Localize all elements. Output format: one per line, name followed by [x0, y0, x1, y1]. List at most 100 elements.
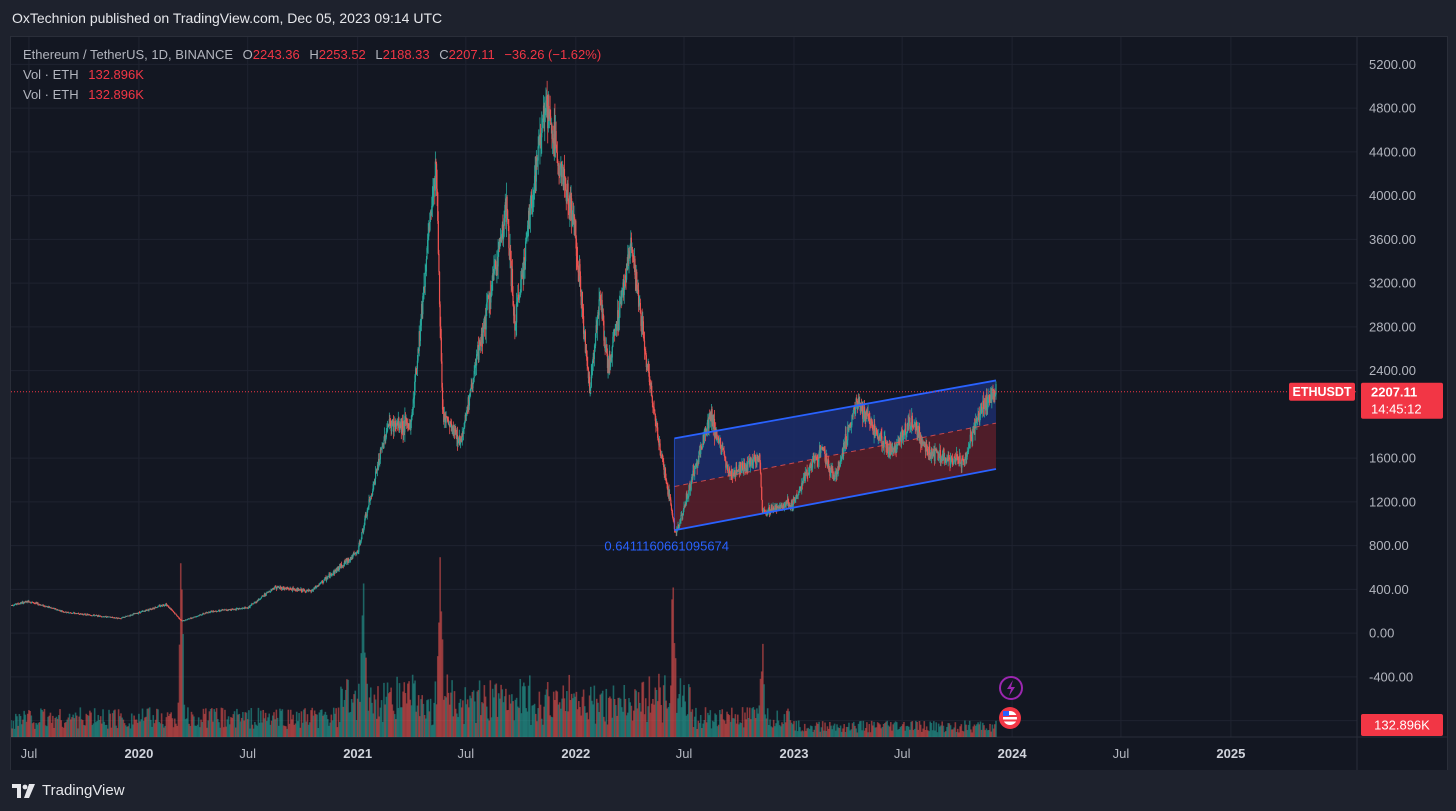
volume-bar — [837, 727, 840, 737]
candle-body — [651, 396, 653, 403]
volume-bar — [303, 709, 305, 737]
volume-bar — [825, 730, 828, 737]
candle-body — [978, 413, 980, 415]
volume-bar — [207, 720, 210, 737]
volume-bar — [599, 694, 602, 737]
candle-body — [740, 462, 742, 471]
volume-bar — [803, 723, 806, 737]
candle-body — [159, 606, 162, 608]
volume-bar — [685, 715, 688, 737]
volume-bar — [254, 721, 256, 737]
volume-bar — [717, 724, 720, 737]
candle-body — [529, 198, 531, 216]
candle-body — [517, 294, 520, 297]
price-chart[interactable]: 0.64111606610956745200.004800.004400.004… — [11, 37, 1447, 770]
candle-body — [927, 453, 930, 455]
volume-bar — [107, 728, 109, 737]
tradingview-logo[interactable]: TradingView — [12, 782, 125, 799]
candle-body — [526, 236, 528, 239]
candle-body — [290, 588, 292, 590]
candle-body — [423, 286, 425, 295]
candle-body — [791, 500, 793, 508]
volume-bar — [98, 719, 101, 737]
volume-bar — [880, 728, 883, 737]
volume-bar — [386, 682, 389, 737]
volume-bar — [851, 723, 854, 737]
volume-bar — [598, 712, 600, 737]
candle-body — [909, 426, 912, 429]
volume-bar — [758, 705, 761, 737]
candle-body — [676, 527, 679, 529]
volume-bar — [856, 732, 859, 737]
candle-body — [724, 457, 726, 461]
volume-bar — [442, 699, 445, 737]
volume-bar — [729, 721, 732, 737]
candle-body — [469, 392, 471, 395]
candle-body — [269, 591, 271, 593]
candle-body — [354, 553, 356, 555]
candle-body — [760, 473, 762, 487]
volume-bar — [313, 710, 316, 737]
candle-body — [656, 422, 658, 428]
price-tag-background — [1361, 382, 1443, 419]
candle-body — [664, 468, 667, 480]
volume-bar — [667, 707, 670, 737]
volume-bar — [175, 723, 177, 737]
candle-body — [556, 145, 558, 153]
volume-bar — [968, 720, 971, 737]
volume-bar — [354, 690, 357, 737]
candle-body — [800, 488, 802, 491]
candle-body — [525, 241, 527, 262]
volume-bar — [316, 714, 318, 737]
candle-body — [874, 431, 876, 436]
volume-bar — [446, 674, 449, 737]
chart-pane[interactable]: 0.6411160661095674 5200.00 4800.00 4400.00 4… — [10, 36, 1448, 771]
volume-bar — [831, 729, 834, 737]
candle-body — [171, 609, 173, 611]
candle-body — [523, 257, 525, 280]
candle-body — [140, 611, 142, 614]
volume-bar — [799, 727, 801, 737]
symbol-label[interactable]: Ethereum / TetherUS, 1D, BINANCE — [23, 47, 234, 62]
candle-body — [493, 264, 496, 266]
volume-bar — [483, 685, 486, 737]
candle-body — [957, 456, 959, 461]
volume-bar — [353, 694, 355, 737]
volume-bar — [43, 708, 46, 737]
candle-body — [826, 456, 828, 462]
volume-bar — [12, 720, 15, 737]
volume-bar — [573, 693, 575, 737]
volume-bar — [888, 726, 891, 737]
candle-body — [802, 477, 805, 480]
volume-bar — [255, 724, 257, 737]
volume-bar — [644, 698, 647, 737]
volume-bar — [227, 716, 230, 737]
candle-body — [740, 468, 742, 471]
candle-body — [939, 450, 942, 462]
candle-body — [491, 281, 493, 285]
volume-bar — [549, 715, 551, 737]
y-tick-label: 2800.00 — [1369, 319, 1416, 334]
volume-bar — [829, 722, 831, 737]
volume-bar — [948, 723, 951, 737]
candle-body — [977, 413, 979, 418]
candle-body — [388, 424, 390, 426]
candle-body — [833, 474, 835, 480]
volume-bar — [311, 707, 314, 737]
volume-bar — [28, 710, 30, 737]
candle-body — [292, 587, 294, 590]
candle-body — [259, 599, 261, 600]
volume-label[interactable]: Vol · ETH — [23, 67, 79, 82]
volume-bar — [698, 723, 701, 737]
channel-upper-line — [674, 379, 997, 440]
candle-body — [441, 361, 443, 388]
volume-label[interactable]: Vol · ETH — [23, 87, 79, 102]
candle-body — [577, 261, 579, 266]
volume-bar — [434, 681, 437, 737]
flag-stripe-icon — [1003, 719, 1017, 722]
candle-body — [165, 603, 167, 606]
volume-bar — [66, 719, 68, 737]
candle-body — [293, 588, 295, 591]
volume-bar — [970, 729, 972, 737]
volume-bar — [623, 684, 626, 737]
